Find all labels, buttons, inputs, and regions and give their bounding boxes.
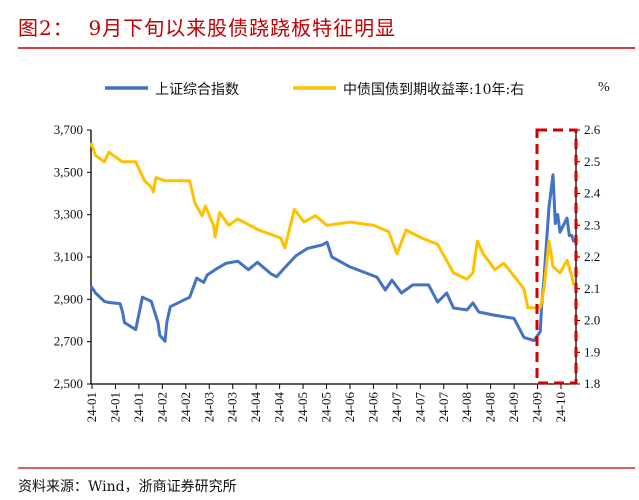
- x-tick-label: 24-02: [178, 392, 193, 422]
- x-tick-label: 24-01: [131, 392, 146, 422]
- x-tick-label: 24-03: [225, 392, 240, 422]
- left-tick-label: 3,300: [54, 207, 83, 222]
- cgb-10y-yield-line: [89, 142, 576, 310]
- x-tick-label: 24-08: [459, 392, 474, 422]
- sse-composite-line: [89, 173, 576, 343]
- x-tick-label: 24-08: [483, 392, 498, 422]
- x-tick-label: 24-07: [389, 392, 404, 423]
- x-tick-label: 24-02: [154, 392, 169, 422]
- right-axis-unit: %: [598, 80, 610, 95]
- x-tick-label: 24-09: [530, 392, 545, 422]
- x-tick-label: 24-05: [295, 392, 310, 422]
- legend-label-sse: 上证综合指数: [155, 82, 239, 98]
- figure-title: 图2： 9月下旬以来股债跷跷板特征明显: [18, 16, 397, 40]
- legend-label-yield: 中债国债到期收益率:10年:右: [343, 82, 525, 98]
- right-tick-label: 2.0: [584, 313, 600, 328]
- right-tick-label: 2.5: [584, 154, 600, 169]
- right-tick-label: 2.3: [584, 217, 600, 232]
- x-tick-label: 24-06: [342, 392, 357, 423]
- left-tick-label: 3,500: [54, 164, 83, 179]
- right-tick-label: 2.1: [584, 281, 600, 296]
- left-tick-label: 3,700: [54, 122, 83, 137]
- x-tick-label: 24-07: [412, 392, 427, 423]
- left-tick-label: 2,700: [54, 334, 83, 349]
- left-tick-label: 2,500: [54, 376, 83, 391]
- x-tick-label: 24-01: [84, 392, 99, 422]
- x-tick-label: 24-04: [272, 392, 287, 423]
- highlight-box: [535, 128, 578, 385]
- x-tick-label: 24-04: [248, 392, 263, 423]
- x-tick-label: 24-01: [107, 392, 122, 422]
- right-tick-label: 2.2: [584, 249, 600, 264]
- left-tick-label: 3,100: [54, 249, 83, 264]
- right-tick-label: 1.9: [584, 344, 600, 359]
- x-tick-label: 24-06: [365, 392, 380, 423]
- right-tick-label: 2.6: [584, 122, 601, 137]
- right-tick-label: 1.8: [584, 376, 600, 391]
- x-tick-label: 24-07: [436, 392, 451, 423]
- x-tick-label: 24-10: [553, 392, 568, 422]
- source-note: 资料来源：Wind，浙商证券研究所: [18, 479, 237, 495]
- left-tick-label: 2,900: [54, 291, 83, 306]
- x-tick-label: 24-09: [506, 392, 521, 422]
- x-tick-label: 24-03: [201, 392, 216, 422]
- right-tick-label: 2.4: [584, 186, 601, 201]
- x-tick-label: 24-05: [319, 392, 334, 422]
